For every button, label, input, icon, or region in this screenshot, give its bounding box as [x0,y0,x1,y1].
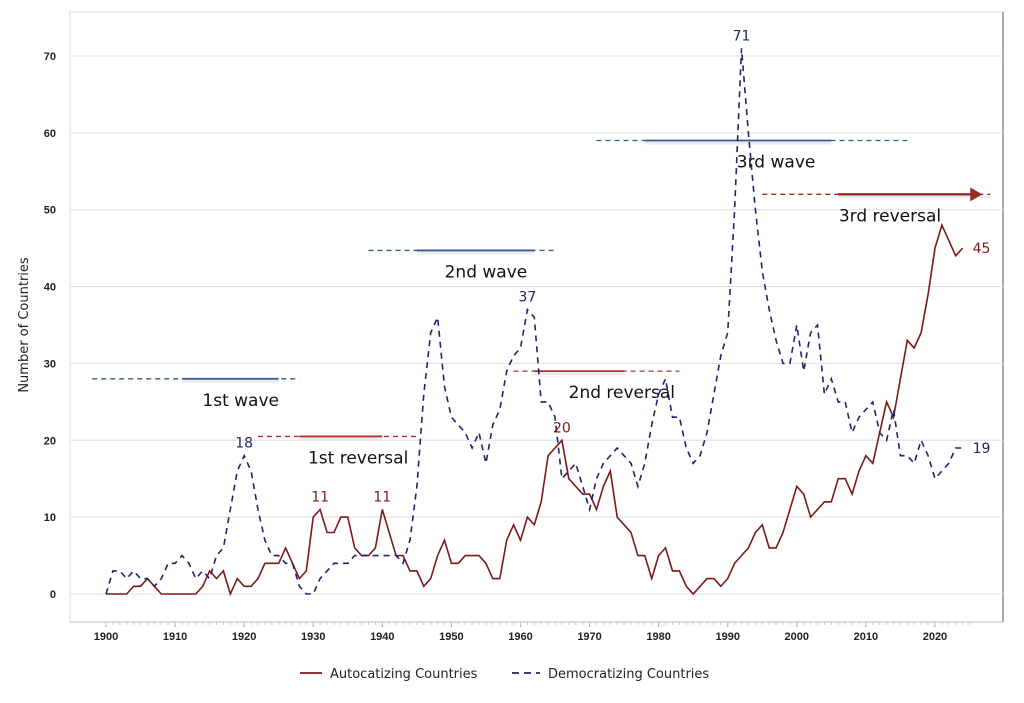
y-tick-label: 20 [44,435,56,447]
point-label: 20 [553,420,571,436]
y-axis-label: Number of Countries [17,257,32,393]
series-autocratizing [106,222,964,597]
annotation-shadow [181,379,279,383]
annotation-label: 1st wave [202,391,279,411]
series-democratizing [105,48,963,595]
series-lines [105,48,964,597]
x-tick-label: 1940 [370,631,394,643]
annotation-shadow [416,251,535,255]
annotation-label: 3rd wave [737,153,816,173]
x-tick-label: 1900 [94,631,118,643]
y-tick-label: 60 [44,128,56,140]
x-tick-label: 1920 [232,631,256,643]
legend-label-democratizing: Democratizing Countries [548,667,709,682]
y-tick-label: 50 [44,205,56,217]
grid [69,11,1004,623]
annotations: 1st wave 1st reversal 2nd wave 2nd reversal… [92,139,991,468]
annotation-label: 1st reversal [308,448,408,468]
x-tick-label: 2000 [785,631,809,643]
x-tick-label: 2010 [854,631,878,643]
x-tick-label: 1990 [715,631,739,643]
y-tick-label: 30 [44,358,56,370]
y-tick-label: 0 [50,589,56,601]
point-labels: 18 11 11 37 20 71 45 19 [235,28,990,505]
annotation-label: 2nd wave [445,262,528,282]
annotation-shadow [838,195,991,199]
annotation-label: 2nd reversal [569,383,675,403]
annotation-shadow [299,437,383,441]
plot-frame [69,11,1004,623]
x-tick-label: 1950 [439,631,463,643]
point-label: 11 [373,489,391,505]
x-tick-label: 1970 [577,631,601,643]
y-tick-label: 40 [44,282,56,294]
x-tick-label: 1960 [508,631,532,643]
point-label: 19 [973,441,991,457]
annotation-label: 3rd reversal [839,206,941,226]
annotation-shadow [644,141,832,145]
point-label: 37 [518,290,536,306]
point-label: 11 [311,489,329,505]
y-tick-label: 70 [44,51,56,63]
x-tick-label: 1980 [646,631,670,643]
x-tick-label: 2020 [923,631,947,643]
arrow-head-icon [970,187,983,202]
x-tick-label: 1910 [163,631,187,643]
y-tick-label: 10 [44,512,56,524]
legend: Autocatizing Countries Democratizing Cou… [300,667,709,682]
legend-label-autocratizing: Autocatizing Countries [330,667,478,682]
annotation-shadow [534,372,625,376]
x-tick-label: 1930 [301,631,325,643]
point-label: 18 [235,436,253,452]
point-label: 71 [733,28,751,44]
point-label: 45 [973,241,991,257]
